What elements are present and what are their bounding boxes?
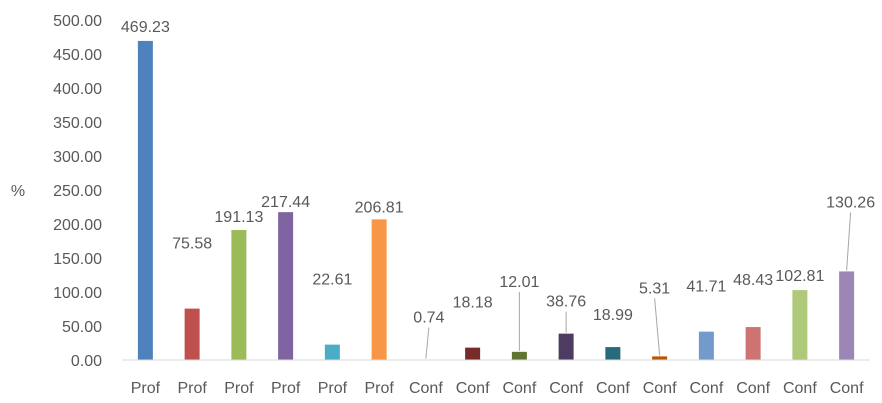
- bar: [558, 333, 574, 360]
- bar: [278, 212, 294, 360]
- y-tick-label: 350.00: [53, 115, 102, 132]
- data-label: 191.13: [214, 209, 263, 226]
- data-label: 5.31: [639, 280, 670, 297]
- bar: [839, 271, 855, 360]
- x-category-label: Conf: [783, 380, 817, 397]
- y-tick-label: 50.00: [62, 319, 102, 336]
- x-category-label: Conf: [596, 380, 630, 397]
- x-category-label: Conf: [830, 380, 864, 397]
- bar: [465, 347, 481, 360]
- data-label: 18.99: [593, 307, 633, 324]
- x-category-label: Conf: [409, 380, 443, 397]
- data-label: 206.81: [355, 199, 404, 216]
- leader-line: [425, 327, 430, 359]
- bar: [652, 356, 668, 360]
- data-label: 102.81: [775, 268, 824, 285]
- y-tick-label: 500.00: [53, 13, 102, 30]
- x-category-label: Conf: [456, 380, 490, 397]
- x-category-label: Prof: [177, 380, 207, 397]
- y-tick-label: 250.00: [53, 183, 102, 200]
- x-category-label: Conf: [643, 380, 677, 397]
- bar: [231, 230, 247, 360]
- x-category-label: Conf: [502, 380, 536, 397]
- data-label: 48.43: [733, 272, 773, 289]
- data-label: 469.23: [121, 19, 170, 36]
- bar: [371, 219, 387, 360]
- y-tick-label: 300.00: [53, 149, 102, 166]
- data-label: 0.74: [413, 309, 444, 326]
- data-label: 18.18: [453, 295, 493, 312]
- bar: [605, 347, 621, 360]
- x-category-label: Conf: [689, 380, 723, 397]
- x-category-label: Prof: [364, 380, 394, 397]
- x-category-label: Prof: [271, 380, 301, 397]
- data-label: 75.58: [172, 236, 212, 253]
- data-label: 217.44: [261, 194, 310, 211]
- data-label: 41.71: [686, 279, 726, 296]
- data-label: 22.61: [312, 272, 352, 289]
- y-tick-label: 100.00: [53, 285, 102, 302]
- data-label: 38.76: [546, 294, 586, 311]
- y-axis-label: %: [11, 183, 25, 200]
- y-tick-label: 450.00: [53, 47, 102, 64]
- bar: [324, 344, 340, 360]
- bar: [792, 290, 808, 360]
- bar: [698, 331, 714, 360]
- x-category-label: Conf: [549, 380, 583, 397]
- bar: [745, 327, 761, 360]
- y-tick-label: 400.00: [53, 81, 102, 98]
- y-tick-label: 0.00: [71, 353, 102, 370]
- bar: [184, 308, 200, 360]
- y-tick-label: 200.00: [53, 217, 102, 234]
- data-label: 130.26: [826, 194, 875, 211]
- bar: [137, 40, 153, 361]
- leader-line: [846, 212, 852, 271]
- x-category-label: Prof: [131, 380, 161, 397]
- leader-line: [654, 298, 661, 356]
- bar: [511, 351, 527, 360]
- data-label: 12.01: [499, 274, 539, 291]
- x-category-label: Conf: [736, 380, 770, 397]
- x-category-label: Prof: [224, 380, 254, 397]
- y-tick-label: 150.00: [53, 251, 102, 268]
- x-category-label: Prof: [318, 380, 348, 397]
